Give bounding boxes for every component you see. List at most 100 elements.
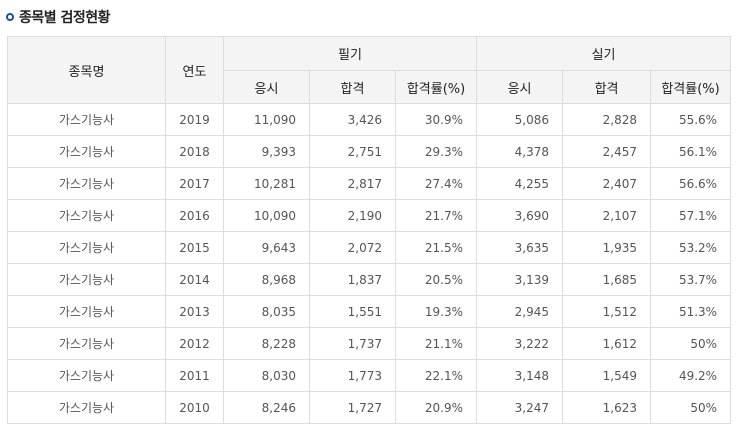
circle-bullet-icon xyxy=(6,13,14,21)
header-name: 종목명 xyxy=(7,36,166,104)
cell-name: 가스기능사 xyxy=(7,167,166,200)
cell-written-pass: 2,817 xyxy=(309,167,396,200)
cell-name: 가스기능사 xyxy=(7,263,166,296)
table-row: 가스기능사 2012 8,228 1,737 21.1% 3,222 1,612 50% xyxy=(7,327,732,360)
cell-name: 가스기능사 xyxy=(7,199,166,232)
cell-written-rate: 21.5% xyxy=(394,231,478,264)
cell-written-apply: 9,643 xyxy=(223,231,310,264)
cell-name: 가스기능사 xyxy=(7,135,166,168)
cell-practical-apply: 4,378 xyxy=(476,135,564,168)
cell-written-apply: 8,228 xyxy=(223,327,310,360)
cell-written-apply: 10,090 xyxy=(223,199,310,232)
cell-written-pass: 1,773 xyxy=(309,359,396,392)
cell-practical-rate: 57.1% xyxy=(650,199,732,232)
exam-stats-table: 종목명 연도 필기 실기 응시 합격 합격률(%) 응시 합격 합격률(%) 가… xyxy=(7,36,732,424)
cell-name: 가스기능사 xyxy=(7,103,166,136)
cell-practical-apply: 4,255 xyxy=(476,167,564,200)
cell-practical-apply: 3,635 xyxy=(476,231,564,264)
cell-written-apply: 8,030 xyxy=(223,359,310,392)
cell-name: 가스기능사 xyxy=(7,295,166,328)
cell-name: 가스기능사 xyxy=(7,231,166,264)
cell-practical-pass: 1,623 xyxy=(562,391,652,424)
cell-practical-pass: 1,935 xyxy=(562,231,652,264)
table-row: 가스기능사 2013 8,035 1,551 19.3% 2,945 1,512 51.3% xyxy=(7,295,732,328)
cell-practical-pass: 2,407 xyxy=(562,167,652,200)
page-title: 종목별 검정현황 xyxy=(19,10,111,26)
cell-practical-pass: 1,685 xyxy=(562,263,652,296)
table-row: 가스기능사 2018 9,393 2,751 29.3% 4,378 2,457 56.1% xyxy=(7,135,732,168)
cell-practical-apply: 3,148 xyxy=(476,359,564,392)
cell-written-apply: 11,090 xyxy=(223,103,310,136)
cell-written-apply: 8,035 xyxy=(223,295,310,328)
cell-written-apply: 9,393 xyxy=(223,135,310,168)
cell-written-rate: 20.9% xyxy=(394,391,478,424)
cell-practical-rate: 49.2% xyxy=(650,359,732,392)
cell-practical-pass: 1,549 xyxy=(562,359,652,392)
cell-practical-pass: 1,512 xyxy=(562,295,652,328)
header-written: 필기 xyxy=(222,36,478,71)
header-year: 연도 xyxy=(165,36,224,104)
cell-year: 2016 xyxy=(165,199,224,232)
cell-practical-apply: 3,139 xyxy=(476,263,564,296)
cell-year: 2017 xyxy=(165,167,224,200)
cell-practical-rate: 50% xyxy=(650,391,732,424)
cell-year: 2014 xyxy=(165,263,224,296)
table-row: 가스기능사 2010 8,246 1,727 20.9% 3,247 1,623 50% xyxy=(7,391,732,424)
cell-practical-apply: 5,086 xyxy=(476,103,564,136)
cell-written-rate: 20.5% xyxy=(394,263,478,296)
cell-practical-rate: 53.2% xyxy=(650,231,732,264)
cell-written-rate: 21.7% xyxy=(394,199,478,232)
cell-written-pass: 1,727 xyxy=(309,391,396,424)
cell-year: 2019 xyxy=(165,103,224,136)
header-practical: 실기 xyxy=(476,36,732,71)
cell-practical-pass: 1,612 xyxy=(562,327,652,360)
cell-practical-pass: 2,107 xyxy=(562,199,652,232)
table-row: 가스기능사 2016 10,090 2,190 21.7% 3,690 2,107 57.1% xyxy=(7,199,732,232)
header-written-apply: 응시 xyxy=(223,70,310,104)
cell-written-pass: 1,551 xyxy=(309,295,396,328)
cell-practical-rate: 55.6% xyxy=(650,103,732,136)
cell-written-apply: 8,246 xyxy=(223,391,310,424)
cell-year: 2018 xyxy=(165,135,224,168)
table-row: 가스기능사 2014 8,968 1,837 20.5% 3,139 1,685 53.7% xyxy=(7,263,732,296)
cell-written-pass: 2,751 xyxy=(309,135,396,168)
section-header: 종목별 검정현황 xyxy=(6,7,111,27)
cell-written-rate: 21.1% xyxy=(394,327,478,360)
cell-year: 2011 xyxy=(165,359,224,392)
table-row: 가스기능사 2019 11,090 3,426 30.9% 5,086 2,828 55.6% xyxy=(7,103,732,136)
table-row: 가스기능사 2011 8,030 1,773 22.1% 3,148 1,549 49.2% xyxy=(7,359,732,392)
header-practical-apply: 응시 xyxy=(476,70,564,104)
cell-written-pass: 1,837 xyxy=(309,263,396,296)
cell-written-pass: 2,072 xyxy=(309,231,396,264)
cell-practical-rate: 53.7% xyxy=(650,263,732,296)
cell-practical-pass: 2,828 xyxy=(562,103,652,136)
cell-practical-pass: 2,457 xyxy=(562,135,652,168)
cell-name: 가스기능사 xyxy=(7,359,166,392)
cell-written-rate: 29.3% xyxy=(394,135,478,168)
cell-written-pass: 1,737 xyxy=(309,327,396,360)
cell-written-rate: 27.4% xyxy=(394,167,478,200)
cell-written-rate: 19.3% xyxy=(394,295,478,328)
cell-name: 가스기능사 xyxy=(7,327,166,360)
cell-practical-apply: 3,222 xyxy=(476,327,564,360)
header-written-pass: 합격 xyxy=(309,70,396,104)
cell-practical-rate: 51.3% xyxy=(650,295,732,328)
cell-year: 2015 xyxy=(165,231,224,264)
cell-practical-rate: 56.6% xyxy=(650,167,732,200)
cell-written-apply: 10,281 xyxy=(223,167,310,200)
table-row: 가스기능사 2017 10,281 2,817 27.4% 4,255 2,407 56.6% xyxy=(7,167,732,200)
cell-practical-rate: 50% xyxy=(650,327,732,360)
cell-year: 2012 xyxy=(165,327,224,360)
cell-written-rate: 22.1% xyxy=(394,359,478,392)
cell-year: 2013 xyxy=(165,295,224,328)
header-practical-pass: 합격 xyxy=(562,70,652,104)
cell-written-rate: 30.9% xyxy=(394,103,478,136)
cell-written-pass: 3,426 xyxy=(309,103,396,136)
table-row: 가스기능사 2015 9,643 2,072 21.5% 3,635 1,935 53.2% xyxy=(7,231,732,264)
cell-name: 가스기능사 xyxy=(7,391,166,424)
cell-practical-apply: 2,945 xyxy=(476,295,564,328)
cell-practical-rate: 56.1% xyxy=(650,135,732,168)
cell-year: 2010 xyxy=(165,391,224,424)
header-practical-rate: 합격률(%) xyxy=(650,70,732,104)
cell-practical-apply: 3,690 xyxy=(476,199,564,232)
